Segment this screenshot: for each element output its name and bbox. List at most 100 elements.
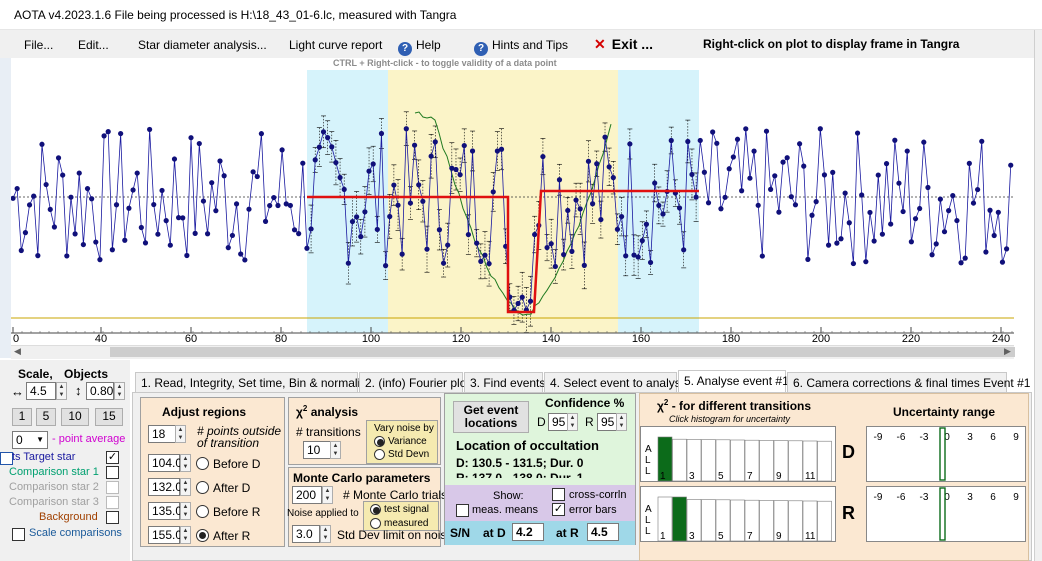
- after-d-input[interactable]: 132.0: [148, 478, 182, 496]
- histogram-bar[interactable]: [657, 496, 673, 542]
- before-d-radio[interactable]: [196, 457, 209, 470]
- measured-means-checkbox[interactable]: [456, 504, 469, 517]
- tab-fourier-plot[interactable]: 2. (info) Fourier plot: [359, 372, 470, 392]
- error-bars-checkbox[interactable]: ✓: [552, 503, 565, 516]
- histogram-bar[interactable]: [773, 440, 789, 482]
- points-outside-input[interactable]: 18: [148, 425, 176, 443]
- histogram-bar[interactable]: [657, 436, 673, 482]
- std-devn-radio[interactable]: [374, 449, 385, 460]
- tab-analyse-event[interactable]: 5. Analyse event #1: [678, 370, 789, 392]
- scale-x-input[interactable]: 4.5: [26, 382, 56, 400]
- confidence-d-spinner[interactable]: ▲ ▼: [567, 413, 578, 431]
- histogram-bar[interactable]: [744, 499, 760, 542]
- menu-exit[interactable]: ✕ Exit ...: [594, 36, 653, 53]
- histogram-bar[interactable]: [744, 439, 760, 482]
- bin-10-button[interactable]: 10: [61, 408, 89, 426]
- before-d-spinner[interactable]: ▲ ▼: [180, 454, 191, 472]
- before-r-spinner[interactable]: ▲ ▼: [180, 502, 191, 520]
- monte-carlo-trials-spinner[interactable]: ▲ ▼: [322, 486, 333, 504]
- stddev-limit-spinner[interactable]: ▲ ▼: [320, 525, 331, 543]
- histogram-bar[interactable]: [802, 500, 818, 542]
- menu-edit[interactable]: Edit...: [78, 38, 109, 52]
- data-point: [805, 256, 811, 262]
- bin-5-button[interactable]: 5: [36, 408, 56, 426]
- histogram-bar[interactable]: [788, 440, 803, 482]
- after-r-radio[interactable]: [196, 529, 209, 542]
- histogram-bar[interactable]: [672, 496, 687, 542]
- data-point: [772, 173, 778, 179]
- comparison-star-1-checkbox[interactable]: [106, 466, 119, 479]
- before-r-radio[interactable]: [196, 505, 209, 518]
- scroll-left-icon[interactable]: ◀: [14, 346, 21, 356]
- histogram-bar[interactable]: [730, 499, 745, 542]
- tab-camera-corrections[interactable]: 6. Camera corrections & final times Even…: [787, 372, 1030, 392]
- histogram-bar[interactable]: [802, 440, 818, 482]
- histogram-bar[interactable]: [701, 499, 716, 542]
- histogram-bar[interactable]: [686, 499, 702, 542]
- tab-select-event[interactable]: 4. Select event to analyse: [544, 372, 687, 392]
- transitions-spinner[interactable]: ▲ ▼: [330, 441, 341, 459]
- histogram-bar[interactable]: [817, 440, 832, 482]
- histogram-bar[interactable]: [759, 440, 774, 482]
- menu-file[interactable]: File...: [24, 38, 54, 52]
- after-r-spinner[interactable]: ▲ ▼: [180, 526, 191, 544]
- histogram-bar[interactable]: [715, 439, 731, 482]
- scale-y-input[interactable]: 0.80: [86, 382, 114, 400]
- menu-help[interactable]: ? Help: [398, 38, 441, 56]
- histogram-bar[interactable]: [715, 499, 731, 542]
- before-r-input[interactable]: 135.0: [148, 502, 182, 520]
- x-tick-label: 160: [632, 333, 650, 345]
- point-average-select[interactable]: 0 ▼: [12, 431, 48, 449]
- histogram-bar[interactable]: [788, 500, 803, 542]
- scrollbar-thumb[interactable]: [110, 347, 1015, 357]
- comparison-star-2-checkbox[interactable]: [106, 481, 119, 494]
- histogram-bar[interactable]: [759, 500, 774, 542]
- confidence-r-spinner[interactable]: ▲ ▼: [616, 413, 627, 431]
- menu-star-diameter[interactable]: Star diameter analysis...: [138, 38, 267, 52]
- bin-15-button[interactable]: 15: [95, 408, 123, 426]
- menu-hints[interactable]: ? Hints and Tips: [474, 38, 568, 56]
- comparison-star-3-checkbox[interactable]: [106, 496, 119, 509]
- before-d-input[interactable]: 104.0: [148, 454, 182, 472]
- uncertainty-tick-label: 9: [1013, 492, 1019, 503]
- histogram-bar[interactable]: [817, 500, 832, 542]
- cross-correlation-checkbox[interactable]: [552, 488, 565, 501]
- histogram-bar[interactable]: [773, 500, 789, 542]
- variance-radio[interactable]: [374, 436, 385, 447]
- after-d-radio[interactable]: [196, 481, 209, 494]
- monte-carlo-trials-input[interactable]: 200: [292, 486, 322, 504]
- measured-radio[interactable]: [370, 518, 381, 529]
- confidence-d-input[interactable]: 95: [548, 413, 568, 431]
- tab-find-events[interactable]: 3. Find events: [464, 372, 545, 392]
- transitions-input[interactable]: 10: [303, 441, 331, 459]
- data-point: [635, 254, 641, 260]
- bin-1-button[interactable]: 1: [12, 408, 32, 426]
- histogram-bar[interactable]: [701, 439, 716, 482]
- points-outside-spinner[interactable]: ▲ ▼: [175, 425, 186, 443]
- target-color-swatch[interactable]: [0, 452, 13, 465]
- after-d-spinner[interactable]: ▲ ▼: [180, 478, 191, 496]
- histogram-bar[interactable]: [686, 439, 702, 482]
- scroll-right-icon[interactable]: ▶: [1004, 346, 1011, 356]
- after-r-input[interactable]: 155.0: [148, 526, 182, 544]
- horizontal-scale-icon: ↔: [11, 384, 24, 399]
- uncertainty-tick-label: 6: [990, 432, 996, 443]
- stddev-limit-input[interactable]: 3.0: [292, 525, 320, 543]
- target-star-checkbox[interactable]: ✓: [106, 451, 119, 464]
- histogram-bar[interactable]: [672, 438, 687, 482]
- scale-y-spinner[interactable]: ▲ ▼: [114, 382, 125, 400]
- histogram-r[interactable]: A L L 1 3 5 7 9 11: [640, 486, 836, 542]
- confidence-r-input[interactable]: 95: [597, 413, 617, 431]
- histogram-bar[interactable]: [730, 439, 745, 482]
- signal-noise-bar: S/N at D 4.2 at R 4.5: [445, 521, 635, 545]
- light-curve-plot[interactable]: 0 40 60 80 100 120 140 160 180 200 220 240: [11, 70, 1014, 345]
- get-event-locations-button[interactable]: Get event locations: [453, 401, 529, 433]
- background-checkbox[interactable]: [106, 511, 119, 524]
- test-signal-radio[interactable]: [370, 504, 381, 515]
- histogram-d[interactable]: A L L 1 3 5 7 9 11: [640, 426, 836, 482]
- menu-light-curve-report[interactable]: Light curve report: [289, 38, 383, 52]
- scale-comparisons-checkbox[interactable]: [12, 528, 25, 541]
- data-point: [461, 142, 467, 149]
- scale-x-spinner[interactable]: ▲ ▼: [56, 382, 67, 400]
- tab-read-integrity[interactable]: 1. Read, Integrity, Set time, Bin & norm…: [135, 372, 373, 392]
